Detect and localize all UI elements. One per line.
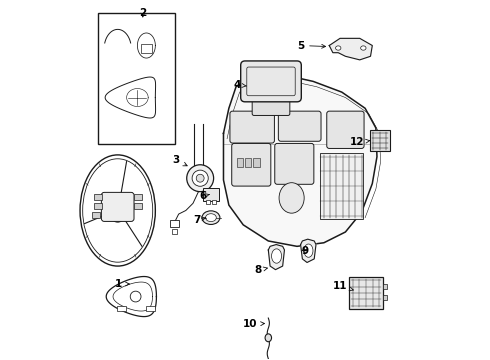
Text: 1: 1 (115, 279, 129, 289)
FancyBboxPatch shape (232, 143, 271, 186)
Bar (92, 212, 100, 218)
Text: 6: 6 (199, 191, 209, 201)
Bar (172, 229, 176, 234)
Bar (95, 194, 102, 200)
Text: 4: 4 (233, 80, 246, 90)
Bar (98, 13, 175, 144)
Polygon shape (269, 244, 285, 270)
Ellipse shape (361, 46, 366, 50)
Ellipse shape (265, 334, 271, 342)
Text: 2: 2 (139, 8, 147, 18)
Bar (212, 200, 216, 204)
Text: 11: 11 (333, 281, 353, 291)
FancyBboxPatch shape (278, 111, 321, 141)
Ellipse shape (271, 249, 282, 263)
Bar (205, 200, 210, 204)
FancyBboxPatch shape (241, 61, 301, 102)
Bar (349, 277, 383, 309)
Bar (170, 220, 179, 226)
Bar (147, 306, 155, 311)
FancyBboxPatch shape (101, 192, 134, 221)
Text: 3: 3 (172, 155, 187, 166)
Polygon shape (300, 239, 316, 262)
Bar (237, 158, 243, 167)
Bar (95, 203, 102, 209)
Ellipse shape (83, 159, 153, 262)
Bar (141, 44, 152, 53)
Bar (320, 153, 364, 220)
Text: 12: 12 (349, 138, 370, 147)
Bar (203, 188, 219, 201)
Bar (383, 295, 387, 300)
Polygon shape (106, 276, 156, 316)
FancyBboxPatch shape (327, 111, 364, 148)
Text: 10: 10 (243, 319, 265, 329)
Polygon shape (105, 77, 155, 118)
Bar (245, 158, 251, 167)
FancyBboxPatch shape (275, 143, 314, 184)
Ellipse shape (205, 214, 216, 222)
Ellipse shape (279, 183, 304, 213)
Ellipse shape (196, 174, 204, 182)
Bar (383, 284, 387, 289)
Bar (253, 158, 260, 167)
Text: 8: 8 (254, 265, 268, 275)
Ellipse shape (109, 199, 126, 222)
Bar (134, 203, 142, 209)
Ellipse shape (336, 46, 341, 50)
FancyBboxPatch shape (252, 94, 290, 116)
Text: 7: 7 (193, 215, 206, 225)
Bar (134, 194, 142, 200)
Ellipse shape (202, 211, 220, 225)
Bar (370, 130, 390, 151)
Text: 5: 5 (297, 41, 325, 50)
Polygon shape (223, 74, 377, 246)
Bar (117, 306, 126, 311)
Ellipse shape (80, 155, 155, 266)
Text: 9: 9 (302, 246, 309, 256)
Ellipse shape (187, 165, 214, 192)
FancyBboxPatch shape (230, 111, 274, 143)
Ellipse shape (304, 244, 313, 257)
Ellipse shape (192, 170, 208, 186)
Ellipse shape (130, 291, 141, 302)
Polygon shape (329, 39, 372, 60)
